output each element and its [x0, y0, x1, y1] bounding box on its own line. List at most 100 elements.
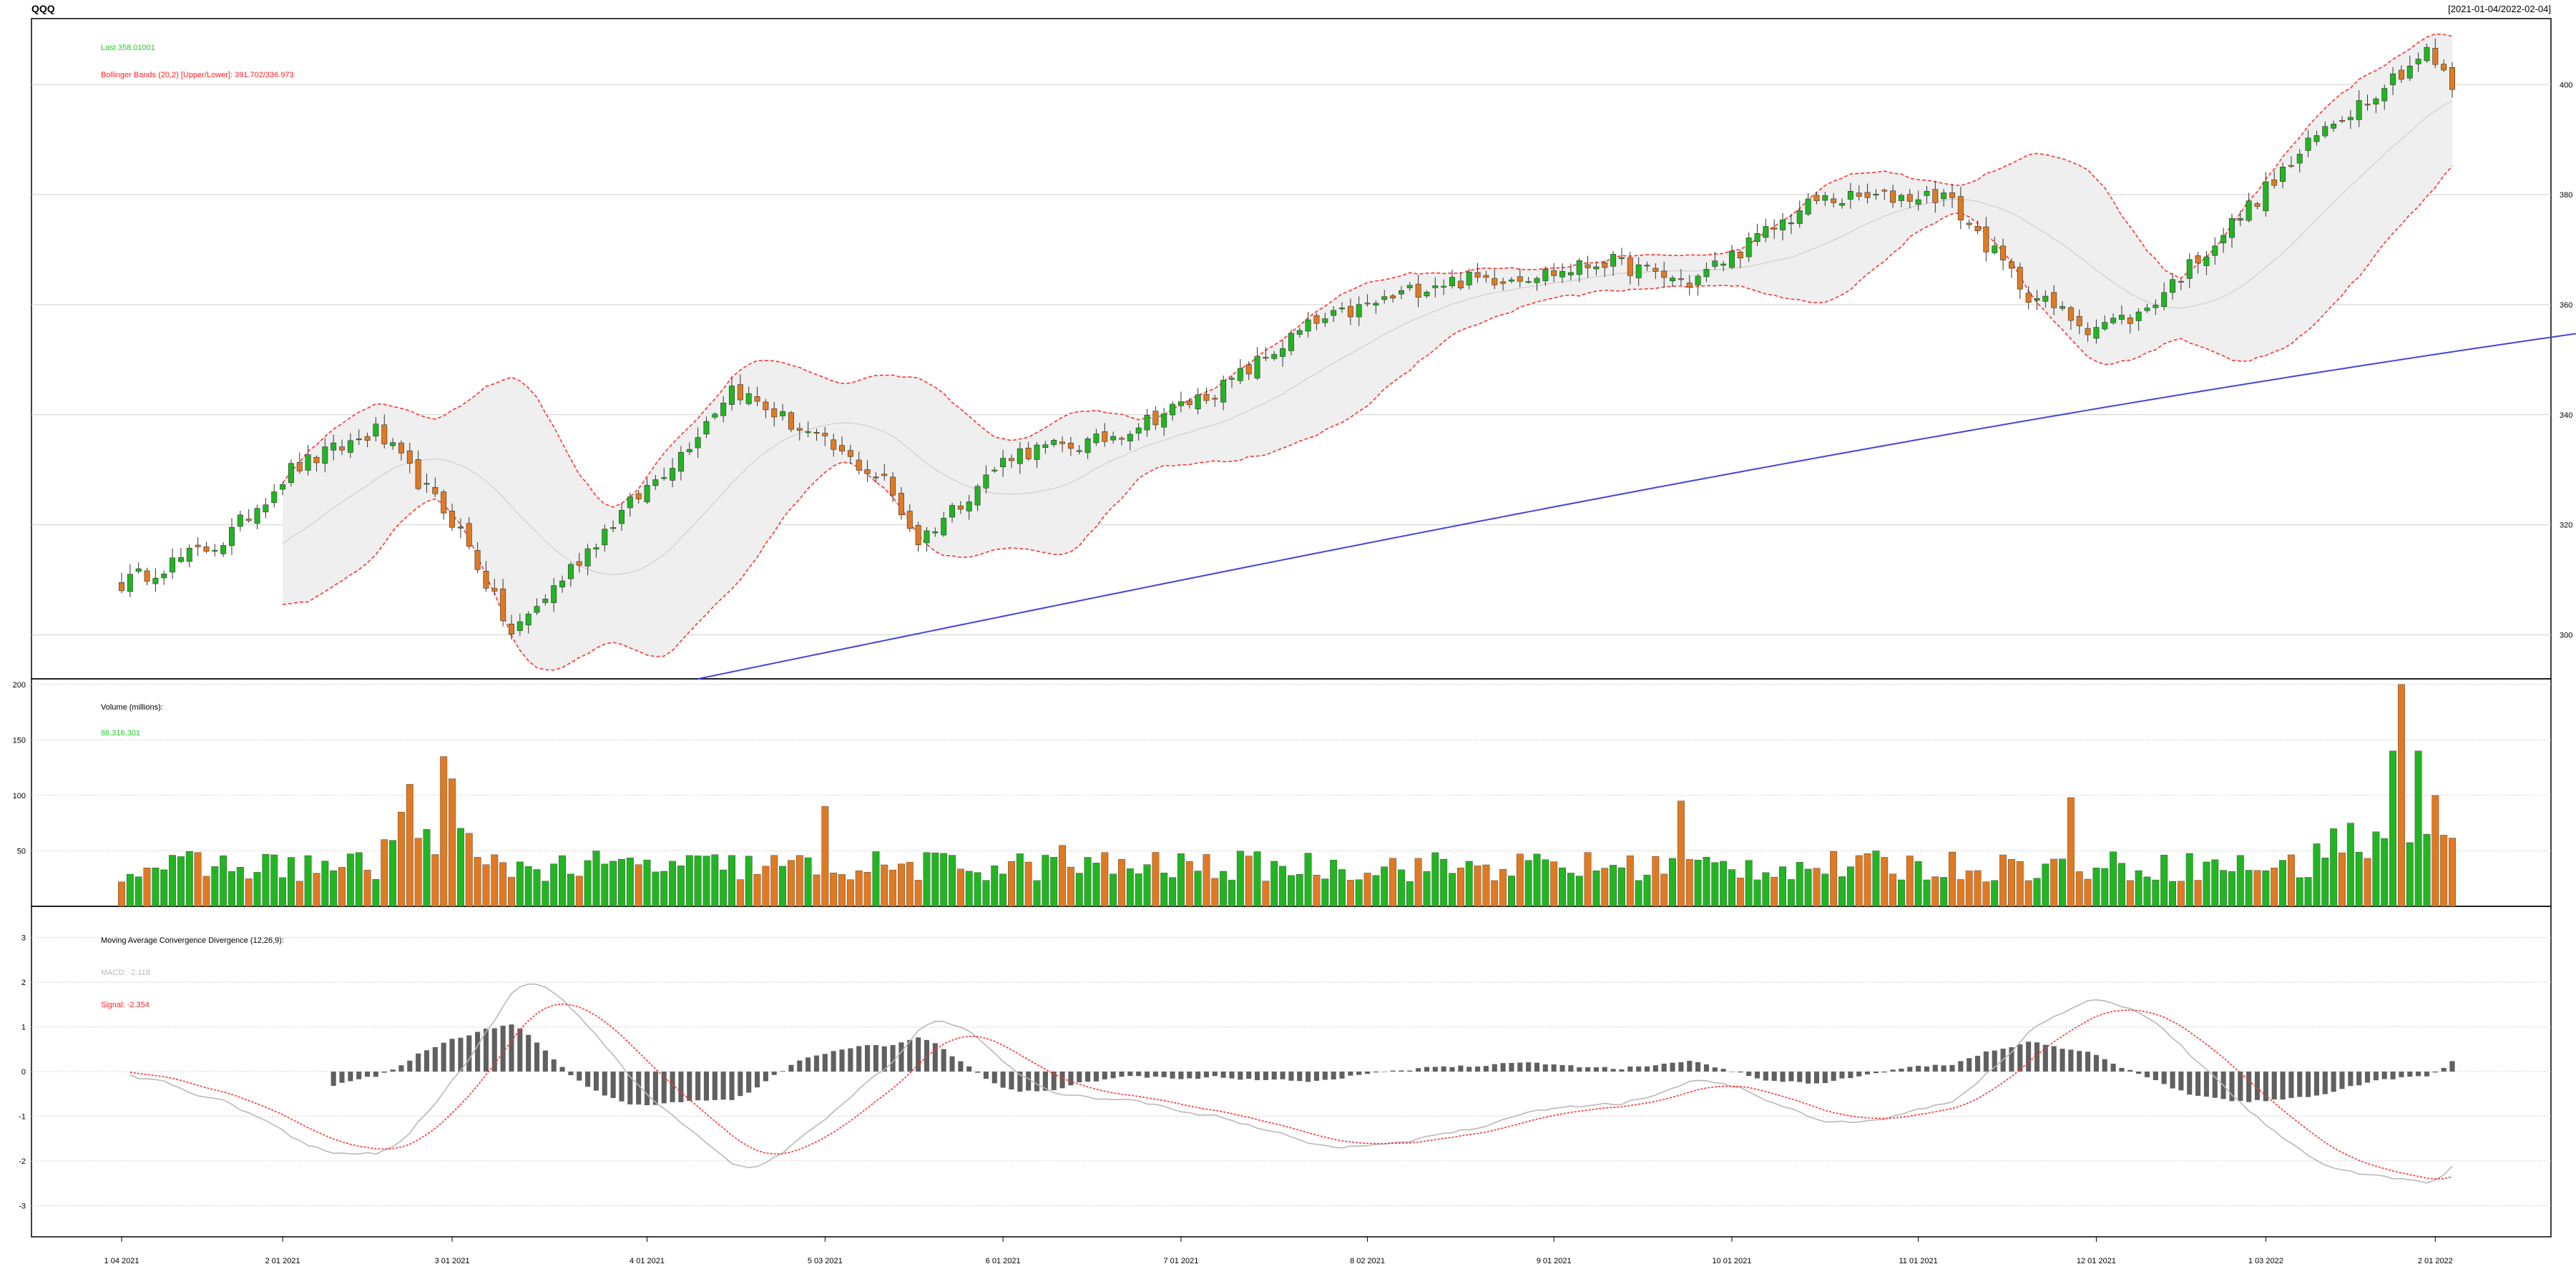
- macd-histogram-bar: [1416, 1068, 1421, 1072]
- volume-bar: [1584, 852, 1592, 907]
- candle-body: [1932, 189, 1939, 203]
- candle-body: [1992, 245, 1998, 253]
- candle-body: [559, 580, 566, 587]
- macd-histogram-bar: [441, 1042, 446, 1072]
- macd-histogram-bar: [712, 1072, 718, 1100]
- macd-histogram-bar: [1967, 1058, 1972, 1072]
- macd-histogram-bar: [2102, 1059, 2107, 1072]
- macd-histogram-bar: [577, 1072, 582, 1081]
- candle-body: [1567, 272, 1574, 275]
- volume-bar: [1491, 880, 1499, 907]
- candle-body: [2212, 245, 2218, 256]
- macd-histogram-bar: [1170, 1072, 1175, 1079]
- candle-body: [441, 491, 447, 514]
- volume-bar: [1949, 851, 1956, 907]
- macd-histogram-bar: [1178, 1072, 1184, 1079]
- macd-histogram-bar: [729, 1072, 735, 1100]
- candle-body: [432, 486, 439, 494]
- candle-body: [2305, 137, 2311, 151]
- macd-histogram-bar: [1907, 1067, 1913, 1072]
- volume-bar: [2279, 860, 2286, 907]
- macd-histogram-bar: [797, 1060, 803, 1072]
- volume-bar: [1024, 861, 1032, 907]
- candle-body: [1974, 225, 1981, 231]
- x-tick-label: 1 03 2022: [2248, 1257, 2283, 1265]
- candle-body: [1822, 195, 1828, 201]
- candle-body: [873, 476, 879, 479]
- volume-bar: [1923, 879, 1931, 907]
- volume-bar: [2203, 861, 2210, 907]
- macd-histogram-bar: [746, 1072, 752, 1093]
- macd-histogram-bar: [2449, 1061, 2455, 1072]
- candle-body: [924, 530, 930, 544]
- candle-body: [2390, 73, 2396, 85]
- candle-body: [1449, 277, 1455, 286]
- candle-body: [1695, 275, 1701, 285]
- volume-bar: [1685, 859, 1693, 907]
- volume-bar: [982, 880, 990, 907]
- volume-bar: [1542, 859, 1549, 907]
- macd-histogram-bar: [568, 1072, 574, 1076]
- x-tick-label: 3 01 2021: [435, 1257, 470, 1265]
- candle-body: [1102, 431, 1108, 442]
- volume-bar: [1864, 853, 1871, 907]
- candle-body: [1737, 252, 1743, 259]
- candle-body: [500, 588, 506, 622]
- macd-histogram-bar: [1864, 1072, 1871, 1074]
- macd-histogram-bar: [1034, 1072, 1040, 1092]
- volume-bar: [1092, 863, 1100, 907]
- macd-histogram-bar: [1534, 1062, 1540, 1072]
- macd-histogram-bar: [1983, 1051, 1989, 1072]
- volume-bar: [1694, 860, 1702, 907]
- macd-histogram-bar: [2373, 1072, 2379, 1081]
- volume-bar: [1567, 873, 1575, 907]
- candle-body: [551, 585, 557, 603]
- volume-bar: [821, 806, 829, 907]
- macd-histogram-bar: [1339, 1072, 1345, 1079]
- macd-histogram-bar: [1212, 1072, 1218, 1077]
- macd-line: [129, 983, 2453, 1184]
- axis-labels-layer: 300 320 340 360 380 400 50 100 150 200 -3 -2 -1 0 1 2 3 1…: [13, 81, 2573, 1265]
- macd-histogram-bar: [1754, 1072, 1760, 1079]
- macd-histogram-bar: [1602, 1067, 1607, 1072]
- macd-histogram-bar: [2297, 1072, 2303, 1097]
- macd-histogram-bar: [2077, 1051, 2082, 1072]
- macd-histogram-bar: [1203, 1072, 1210, 1078]
- macd-histogram-bar: [1229, 1072, 1235, 1079]
- volume-bar: [1321, 878, 1329, 907]
- macd-histogram-bar: [1856, 1072, 1862, 1077]
- candle-body: [339, 446, 346, 451]
- macd-histogram-bar: [2399, 1072, 2404, 1077]
- volume-bar: [1753, 879, 1761, 907]
- volume-bar: [770, 855, 778, 907]
- macd-histogram-bar: [449, 1039, 455, 1072]
- candle-body: [2034, 298, 2040, 301]
- candle-body: [1644, 265, 1650, 267]
- candle-body: [737, 384, 743, 401]
- volume-bar: [1338, 869, 1346, 907]
- volume-bar: [677, 866, 685, 907]
- volume-bar: [2211, 859, 2219, 907]
- candle-body: [2313, 135, 2320, 142]
- volume-bar: [1228, 879, 1235, 907]
- macd-histogram-bar: [949, 1056, 955, 1072]
- macd-histogram-bar: [839, 1049, 845, 1072]
- candle-body: [2161, 292, 2168, 307]
- macd-y-tick-label: -1: [19, 1112, 26, 1121]
- volume-bar: [2228, 871, 2235, 907]
- candle-body: [1796, 210, 1803, 224]
- candle-body: [610, 527, 617, 529]
- candle-body: [1119, 438, 1125, 440]
- candle-body: [1517, 276, 1523, 282]
- macd-histogram-bar: [1449, 1067, 1455, 1072]
- candle-body: [1161, 413, 1167, 428]
- macd-histogram-bar: [703, 1072, 710, 1101]
- candle-body: [1610, 254, 1617, 267]
- volume-bar: [1126, 868, 1134, 907]
- volume-bar: [2075, 871, 2083, 907]
- candle-body: [602, 529, 608, 546]
- macd-histogram-bar: [2017, 1044, 2023, 1072]
- macd-histogram-bar: [788, 1064, 794, 1072]
- candle-body: [1263, 357, 1269, 359]
- candle-body: [1135, 427, 1142, 433]
